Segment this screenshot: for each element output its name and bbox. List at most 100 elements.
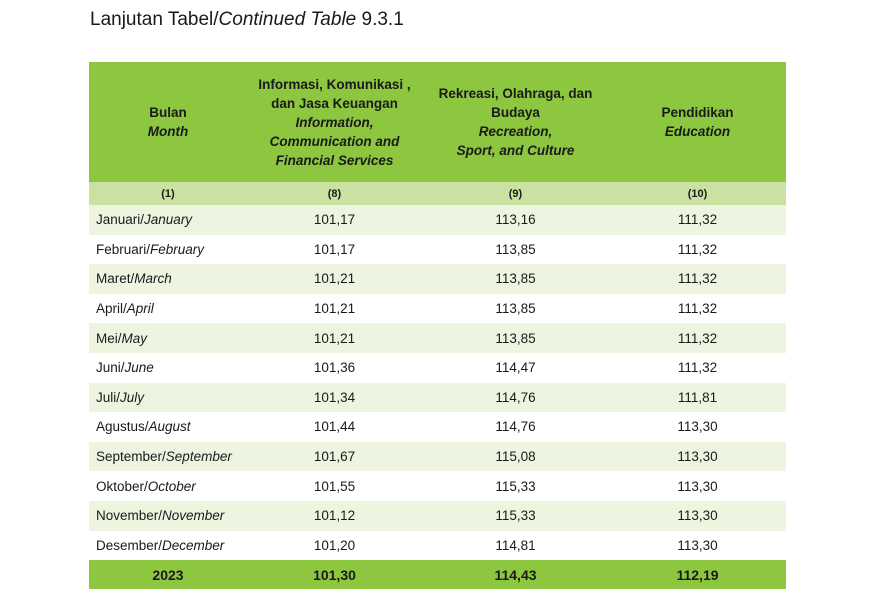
table-body: Januari/January 101,17 113,16 111,32 Februar… [89,205,786,561]
infocomm-value: 101,12 [247,500,422,531]
education-value: 111,32 [609,205,786,235]
table-row: April/April 101,21 113,85 111,32 [89,293,786,324]
month-en: January [144,212,193,228]
recreation-value: 113,16 [422,205,609,235]
header-month: Bulan Month [89,62,247,182]
table-row: September/September 101,67 115,08 113,30 [89,441,786,472]
month-cell: Juni/June [89,352,247,383]
education-value: 111,32 [609,234,786,265]
infocomm-value: 101,21 [247,323,422,353]
infocomm-value: 101,20 [247,530,422,561]
recreation-value: 113,85 [422,323,609,353]
month-id: Juni/ [96,360,125,376]
infocomm-value: 101,17 [247,234,422,265]
header-infocomm-en-line3: Financial Services [275,152,394,168]
month-id: September/ [96,449,166,465]
table-row: Juni/June 101,36 114,47 111,32 [89,352,786,383]
recreation-value: 114,76 [422,412,609,442]
header-education-id: Pendidikan [661,105,734,120]
month-id: Mei/ [96,330,122,346]
column-number: (9) [422,182,609,205]
month-cell: Desember/December [89,530,247,561]
month-cell: Juli/July [89,382,247,413]
month-cell: Oktober/October [89,471,247,501]
table-row: November/November 101,12 115,33 113,30 [89,500,786,531]
month-en: November [162,508,225,524]
infocomm-value: 101,21 [247,293,422,324]
month-id: Juli/ [96,389,121,405]
recreation-value: 115,08 [422,441,609,472]
table-row: Oktober/October 101,55 115,33 113,30 [89,471,786,501]
month-en: October [147,478,196,494]
header-infocomm-en-line2: Communication and [269,133,400,149]
table-row: Maret/March 101,21 113,85 111,32 [89,264,786,294]
month-en: September [165,449,232,465]
education-value: 111,32 [609,293,786,324]
header-recreation-en-line2: Sport, and Culture [456,143,575,158]
header-infocomm-en-line1: Information, [295,114,374,130]
caption-italic: Continued Table [218,9,357,30]
education-value: 113,30 [609,530,786,561]
infocomm-value: 101,67 [247,441,422,472]
total-infocomm: 101,30 [247,560,422,590]
header-infocomm-id-line2: dan Jasa Keuangan [271,95,398,111]
header-infocomm: Informasi, Komunikasi , dan Jasa Keuanga… [247,62,422,182]
header-recreation-id-line2: Budaya [491,105,540,120]
education-value: 113,30 [609,471,786,501]
recreation-value: 114,76 [422,382,609,413]
table-row: Januari/January 101,17 113,16 111,32 [89,205,786,235]
recreation-value: 113,85 [422,264,609,294]
header-infocomm-id-line1: Informasi, Komunikasi , [258,76,411,92]
month-en: April [126,301,154,317]
month-cell: November/November [89,500,247,531]
header-month-id: Bulan [149,105,187,120]
month-cell: April/April [89,293,247,324]
total-education: 112,19 [609,560,786,590]
month-id: Oktober/ [96,478,148,494]
month-en: August [148,419,191,435]
month-en: March [134,271,172,287]
month-en: June [124,360,154,376]
table-row: Juli/July 101,34 114,76 111,81 [89,382,786,413]
education-value: 113,30 [609,441,786,472]
education-value: 111,32 [609,323,786,353]
column-number: (10) [609,182,786,205]
header-recreation-en-line1: Recreation, [478,124,553,139]
infocomm-value: 101,36 [247,352,422,383]
infocomm-value: 101,17 [247,205,422,235]
education-value: 113,30 [609,500,786,531]
table-header-row: Bulan Month Informasi, Komunikasi , dan … [89,62,786,182]
recreation-value: 115,33 [422,471,609,501]
infocomm-value: 101,34 [247,382,422,413]
education-value: 111,81 [609,382,786,413]
recreation-value: 114,81 [422,530,609,561]
month-id: Februari/ [96,241,151,257]
data-table: Bulan Month Informasi, Komunikasi , dan … [89,62,786,590]
month-cell: Mei/May [89,323,247,353]
month-en: February [150,241,205,257]
education-value: 111,32 [609,264,786,294]
header-recreation: Rekreasi, Olahraga, dan Budaya Recreatio… [422,62,609,182]
table-row: Mei/May 101,21 113,85 111,32 [89,323,786,353]
header-education: Pendidikan Education [609,62,786,182]
month-id: Desember/ [96,537,163,553]
month-cell: Februari/February [89,234,247,265]
column-number-row: (1) (8) (9) (10) [89,182,786,205]
caption-number: 9.3.1 [356,9,404,30]
table-row: Februari/February 101,17 113,85 111,32 [89,234,786,265]
recreation-value: 115,33 [422,500,609,531]
month-id: April/ [96,301,127,317]
header-education-en: Education [664,124,731,139]
recreation-value: 113,85 [422,234,609,265]
table-row: Agustus/August 101,44 114,76 113,30 [89,412,786,442]
month-cell: September/September [89,441,247,472]
infocomm-value: 101,55 [247,471,422,501]
column-number: (1) [89,182,247,205]
recreation-value: 113,85 [422,293,609,324]
month-cell: Agustus/August [89,412,247,442]
month-cell: Januari/January [89,205,247,235]
infocomm-value: 101,21 [247,264,422,294]
month-en: July [120,389,145,405]
infocomm-value: 101,44 [247,412,422,442]
header-month-en: Month [147,124,189,139]
